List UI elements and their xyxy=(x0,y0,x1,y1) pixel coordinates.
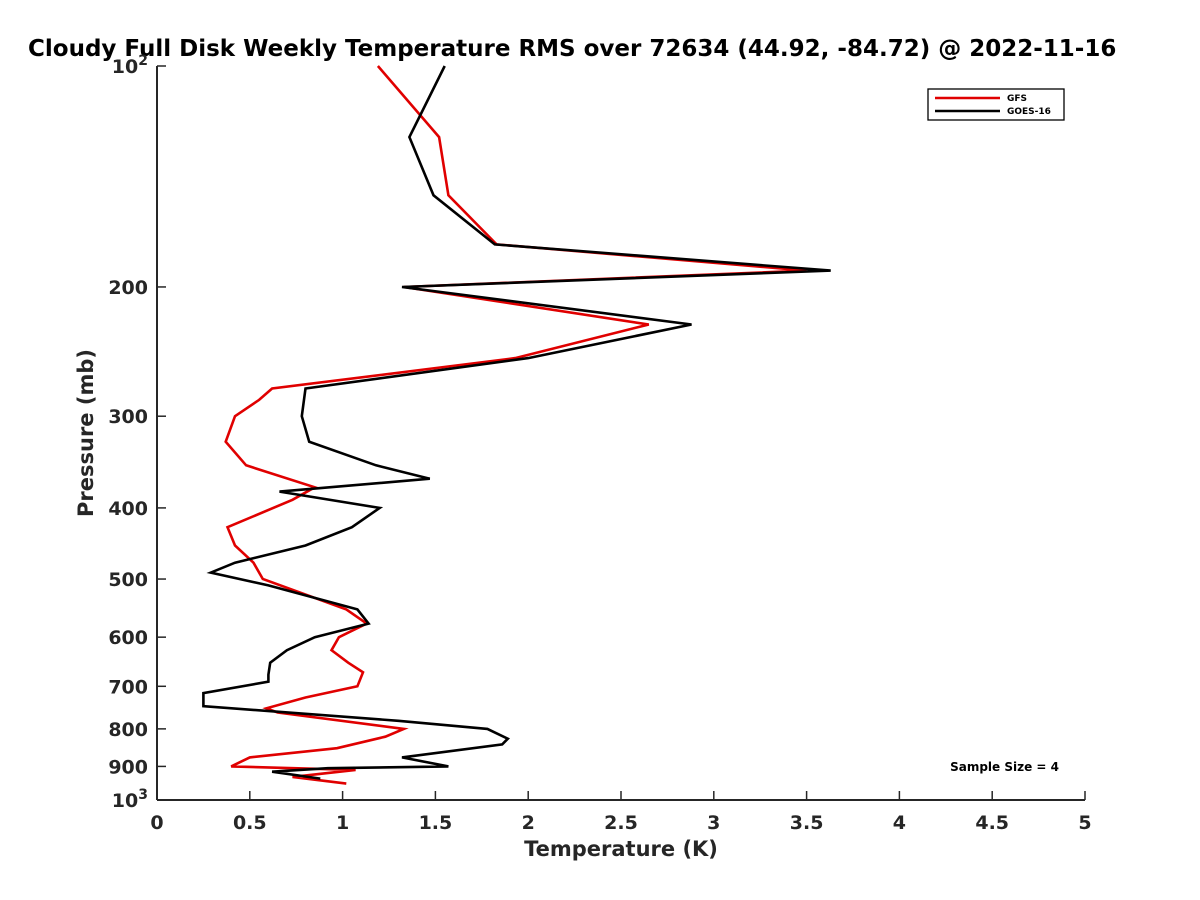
x-tick-label: 4 xyxy=(893,812,906,834)
x-tick-label: 1.5 xyxy=(419,812,453,834)
y-axis-ticks: 200 300 400 500 600 700 800 900 102 103 xyxy=(108,53,166,812)
x-tick-label: 0.5 xyxy=(233,812,267,834)
chart-title: Cloudy Full Disk Weekly Temperature RMS … xyxy=(28,36,1116,62)
x-tick-label: 2 xyxy=(522,812,535,834)
x-tick-label: 5 xyxy=(1078,812,1091,834)
y-tick-label: 102 xyxy=(112,53,148,78)
y-tick-label: 600 xyxy=(108,627,148,649)
x-axis-ticks: 0 0.5 1 1.5 2 2.5 3 3.5 4 4.5 5 xyxy=(150,791,1092,834)
x-tick-label: 3.5 xyxy=(790,812,824,834)
series-lines xyxy=(202,65,831,785)
legend-box xyxy=(927,88,1065,121)
y-tick-label: 103 xyxy=(112,787,148,812)
y-tick-label: 700 xyxy=(108,676,148,698)
sample-size-annotation: Sample Size = 4 xyxy=(950,760,1059,774)
x-tick-label: 4.5 xyxy=(975,812,1009,834)
y-axis-label: Pressure (mb) xyxy=(74,349,98,517)
legend-label: GFS xyxy=(1007,94,1027,104)
x-tick-label: 1 xyxy=(336,812,349,834)
y-tick-label: 900 xyxy=(108,756,148,778)
y-tick-label: 800 xyxy=(108,719,148,741)
axes xyxy=(156,66,1085,801)
x-tick-label: 0 xyxy=(150,812,163,834)
series-line-gfs xyxy=(224,65,807,785)
y-tick-label: 400 xyxy=(108,498,148,520)
legend-label: GOES-16 xyxy=(1007,107,1051,117)
plot-area xyxy=(157,66,1085,800)
x-tick-label: 3 xyxy=(707,812,720,834)
x-tick-label: 2.5 xyxy=(604,812,638,834)
x-axis-label: Temperature (K) xyxy=(524,837,718,861)
series-line-goes-16 xyxy=(202,65,831,780)
y-tick-label: 300 xyxy=(108,406,148,428)
y-tick-label: 500 xyxy=(108,569,148,591)
legend: GFS GOES-16 xyxy=(927,88,1065,121)
y-tick-label: 200 xyxy=(108,277,148,299)
